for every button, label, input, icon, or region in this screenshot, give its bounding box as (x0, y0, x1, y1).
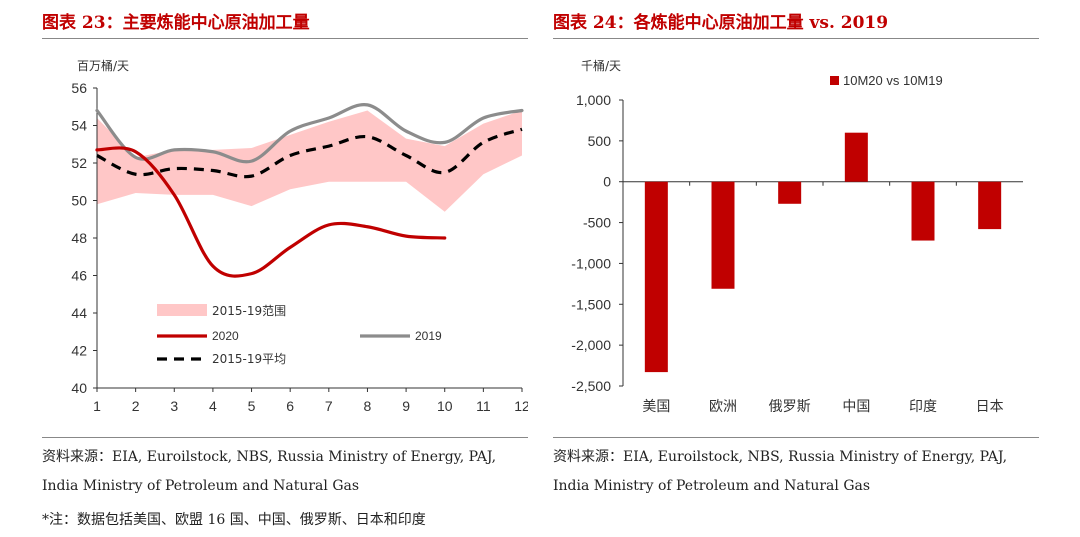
x-tick-label: 3 (170, 398, 178, 414)
x-tick-label: 7 (325, 398, 333, 414)
x-tick-label: 欧洲 (709, 399, 737, 415)
y-unit-label: 千桶/天 (581, 58, 621, 73)
x-tick-label: 1 (93, 398, 101, 414)
left-legend: 2015-19范围 2020 2019 2015-19平均 (157, 304, 442, 366)
x-tick-label: 2 (132, 398, 140, 414)
right-bottom-rule (553, 437, 1039, 438)
bar-日本 (978, 181, 1002, 230)
y-tick-label: -2,000 (571, 337, 611, 353)
y-tick-label: 40 (71, 380, 87, 396)
legend-label-range: 2015-19范围 (212, 304, 286, 318)
right-source-line2: India Ministry of Petroleum and Natural … (553, 478, 871, 494)
x-tick-label: 4 (209, 398, 217, 414)
y-tick-label: -1,500 (571, 296, 611, 312)
x-tick-label: 8 (364, 398, 372, 414)
x-tick-label: 6 (286, 398, 294, 414)
right-panel: 图表 24：各炼能中心原油加工量 vs. 2019 千桶/天 -2,500 -2,0… (553, 0, 1039, 537)
y-tick-label: 50 (71, 193, 87, 209)
x-tick-label: 印度 (909, 399, 937, 415)
legend-swatch-10m20 (830, 76, 839, 85)
x-tick-label: 10 (437, 398, 453, 414)
right-chart-title: 图表 24：各炼能中心原油加工量 vs. 2019 (553, 13, 889, 33)
x-tick-label: 11 (476, 398, 491, 414)
x-tick-label: 中国 (842, 399, 870, 415)
y-tick-label: 1,000 (576, 92, 611, 108)
y-tick-label: 46 (71, 268, 87, 284)
x-tick-label: 俄罗斯 (769, 399, 811, 415)
left-bottom-rule (42, 437, 528, 438)
legend-swatch-range (157, 304, 207, 316)
x-tick-label: 日本 (976, 399, 1004, 415)
y-tick-label: 48 (71, 230, 87, 246)
x-tick-label: 美国 (642, 399, 670, 415)
range-band (97, 110, 522, 212)
y-tick-label: 44 (71, 305, 87, 321)
bar-俄罗斯 (778, 181, 802, 204)
right-legend: 10M20 vs 10M19 (830, 73, 943, 88)
series-line-2020 (95, 146, 447, 278)
x-tick-label: 9 (402, 398, 410, 414)
left-panel: 图表 23：主要炼能中心原油加工量 百万桶/天 40 42 44 46 48 50 52 54 5… (42, 0, 528, 537)
left-source-line2: India Ministry of Petroleum and Natural … (42, 478, 360, 494)
bar-印度 (911, 181, 935, 241)
y-tick-label: 500 (588, 133, 612, 149)
right-title-rule (553, 38, 1039, 39)
legend-label-2019: 2019 (415, 329, 442, 343)
series-line-2015-19平均 (96, 127, 523, 179)
bar-美国 (644, 181, 668, 373)
x-tick-label: 12 (514, 398, 528, 414)
comparison-bar-chart: 千桶/天 -2,500 -2,000 -1,500 -1,000 -500 0 500 1,00… (571, 58, 1023, 415)
legend-label-10m20: 10M20 vs 10M19 (843, 73, 943, 88)
y-unit-label: 百万桶/天 (77, 58, 129, 73)
x-tick-label: 5 (248, 398, 256, 414)
legend-label-2020: 2020 (212, 329, 239, 343)
left-title-rule (42, 38, 528, 39)
legend-label-average: 2015-19平均 (212, 352, 286, 366)
bar-中国 (844, 132, 868, 182)
y-tick-label: 56 (71, 80, 87, 96)
left-footnote: *注：数据包括美国、欧盟 16 国、中国、俄罗斯、日本和印度 (42, 512, 426, 528)
left-source-line1: 资料来源：EIA, Euroilstock, NBS, Russia Minis… (42, 449, 497, 465)
series-line-2019 (95, 103, 524, 164)
y-tick-label: 54 (71, 118, 87, 134)
left-chart-title: 图表 23：主要炼能中心原油加工量 (42, 13, 310, 33)
y-tick-label: -500 (583, 215, 611, 231)
y-tick-label: 52 (71, 155, 87, 171)
bar-欧洲 (711, 181, 735, 289)
y-tick-label: 0 (603, 174, 611, 190)
y-tick-label: -1,000 (571, 255, 611, 271)
y-tick-label: -2,500 (571, 378, 611, 394)
y-tick-label: 42 (71, 343, 87, 359)
right-source-line1: 资料来源：EIA, Euroilstock, NBS, Russia Minis… (553, 449, 1008, 465)
